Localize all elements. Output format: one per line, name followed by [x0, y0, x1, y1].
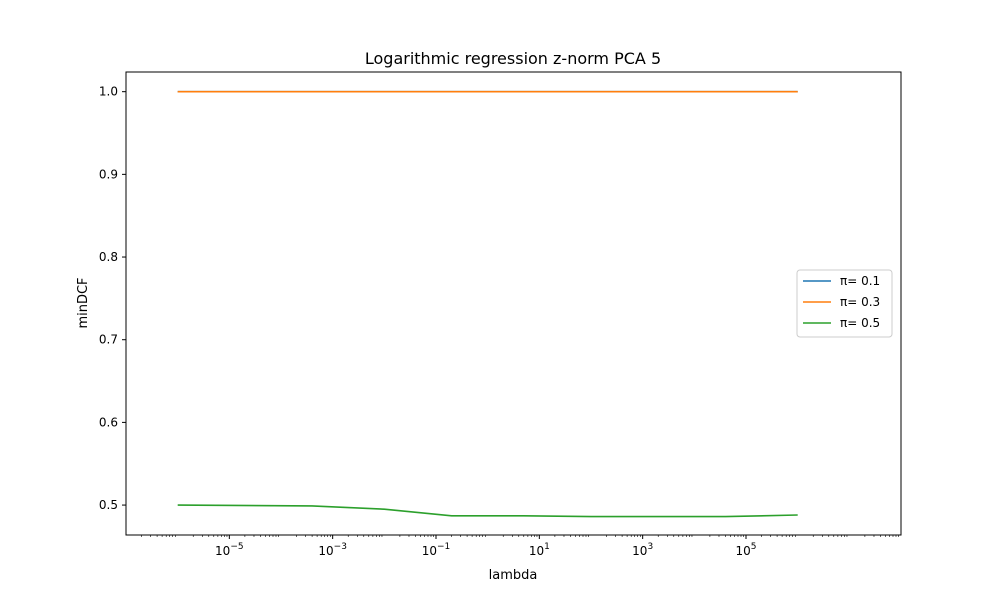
x-tick-label: 10−5	[215, 542, 244, 558]
legend-label-3: π= 0.5	[840, 316, 880, 330]
x-tick-label: 101	[529, 542, 550, 558]
y-tick-label: 1.0	[99, 85, 118, 99]
x-tick-label: 103	[632, 542, 653, 558]
y-tick-label: 0.7	[99, 333, 118, 347]
y-axis: 0.5 0.6 0.7 0.8 0.9 1.0	[99, 85, 126, 512]
series-layer	[177, 90, 798, 518]
x-axis: 10−5 10−3 10−1 101 103 105	[141, 535, 899, 558]
x-axis-label: lambda	[489, 568, 538, 583]
x-tick-label: 10−1	[422, 542, 451, 558]
plot-area	[125, 71, 902, 536]
legend-label-1: π= 0.1	[840, 274, 880, 288]
x-tick-label: 105	[735, 542, 756, 558]
y-tick-label: 0.6	[99, 415, 118, 429]
chart-title: Logarithmic regression z-norm PCA 5	[365, 49, 661, 68]
series-line-3	[177, 504, 798, 518]
y-tick-label: 0.5	[99, 498, 118, 512]
legend: π= 0.1 π= 0.3 π= 0.5	[796, 269, 893, 338]
legend-label-2: π= 0.3	[840, 295, 880, 309]
plot-frame	[125, 71, 902, 536]
y-tick-label: 0.9	[99, 167, 118, 181]
x-tick-label: 10−3	[318, 542, 347, 558]
legend-box	[796, 269, 893, 338]
y-axis-label: minDCF	[76, 277, 91, 328]
y-tick-label: 0.8	[99, 250, 118, 264]
